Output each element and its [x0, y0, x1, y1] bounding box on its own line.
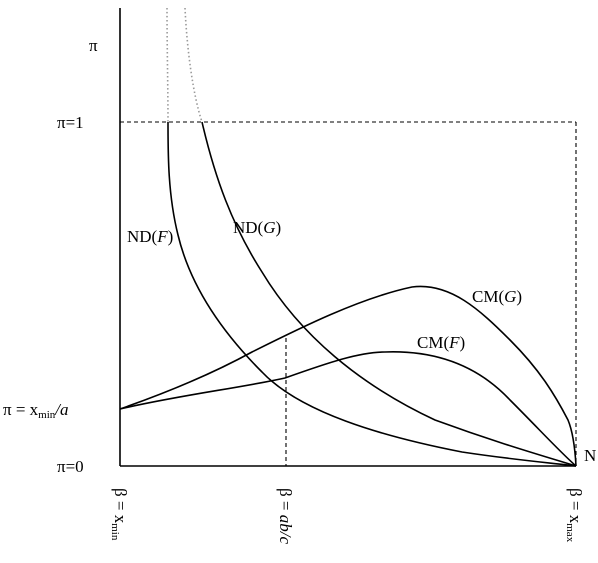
pi-one-label: π=1: [57, 113, 84, 132]
cm-f-curve: [119, 351, 577, 467]
nd-g-curve: [201, 121, 577, 467]
cm-g-curve: [119, 285, 577, 467]
beta-mid-label: β = ab/c: [276, 488, 295, 544]
cm-f-label: CM(F): [417, 333, 465, 352]
nd-f-label: ND(F): [127, 227, 173, 246]
nd-f-curve: [167, 121, 577, 467]
cm-g-label: CM(G): [472, 287, 522, 306]
beta-max-label: β = xmax: [564, 488, 585, 543]
beta-min-label: β = xmin: [109, 488, 130, 541]
pi-axis-label: π: [89, 36, 98, 55]
nd-g-dotted-extension: [184, 7, 203, 123]
nd-f-dotted-extension: [166, 7, 169, 123]
nd-g-label: ND(G): [233, 218, 281, 237]
pi-min-label: π = xmin/a: [3, 400, 69, 421]
end-n-label: N: [584, 446, 596, 465]
pi-zero-label: π=0: [57, 457, 84, 476]
